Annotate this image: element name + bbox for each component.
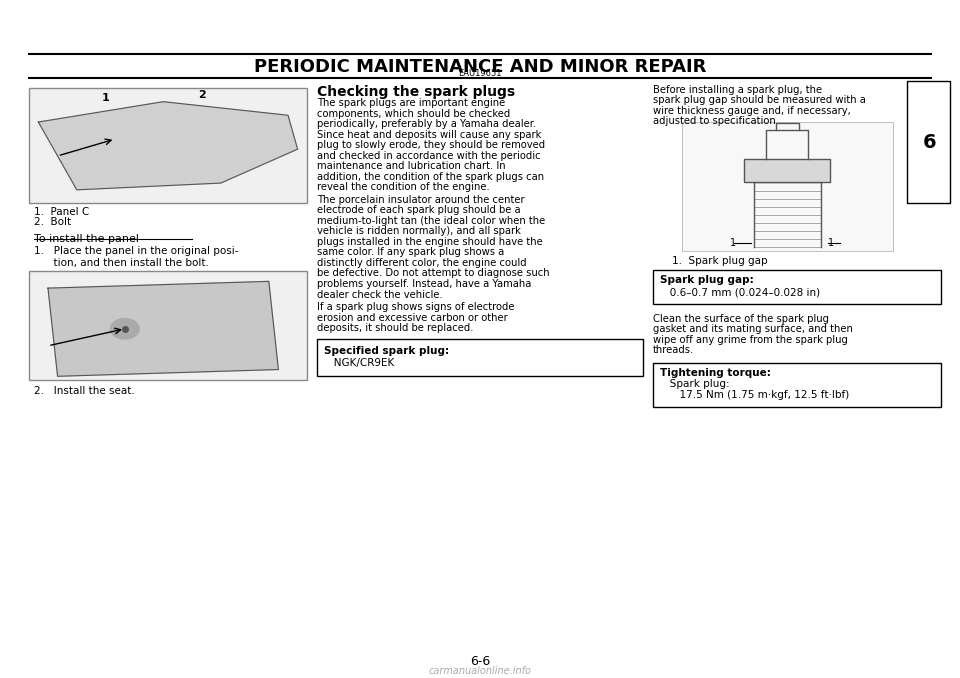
Text: wipe off any grime from the spark plug: wipe off any grime from the spark plug — [653, 335, 848, 345]
Bar — [29, 271, 307, 380]
Text: wire thickness gauge and, if necessary,: wire thickness gauge and, if necessary, — [653, 106, 851, 116]
Text: erosion and excessive carbon or other: erosion and excessive carbon or other — [317, 313, 508, 323]
Text: 2.  Bolt: 2. Bolt — [34, 217, 71, 227]
Text: vehicle is ridden normally), and all spark: vehicle is ridden normally), and all spa… — [317, 226, 520, 237]
Text: The porcelain insulator around the center: The porcelain insulator around the cente… — [317, 195, 524, 205]
Text: deposits, it should be replaced.: deposits, it should be replaced. — [317, 323, 473, 333]
Text: reveal the condition of the engine.: reveal the condition of the engine. — [317, 182, 490, 193]
Text: periodically, preferably by a Yamaha dealer.: periodically, preferably by a Yamaha dea… — [317, 119, 536, 129]
Text: To install the panel: To install the panel — [34, 234, 138, 244]
Text: 0.6–0.7 mm (0.024–0.028 in): 0.6–0.7 mm (0.024–0.028 in) — [660, 287, 821, 298]
Text: problems yourself. Instead, have a Yamaha: problems yourself. Instead, have a Yamah… — [317, 279, 531, 289]
Bar — [317, 339, 643, 376]
Text: 1.  Spark plug gap: 1. Spark plug gap — [672, 256, 768, 266]
Text: and checked in accordance with the periodic: and checked in accordance with the perio… — [317, 151, 540, 161]
Text: NGK/CR9EK: NGK/CR9EK — [324, 358, 395, 368]
Text: 6-6: 6-6 — [469, 654, 491, 668]
Text: spark plug gap should be measured with a: spark plug gap should be measured with a — [653, 96, 866, 105]
Bar — [29, 88, 307, 203]
Text: addition, the condition of the spark plugs can: addition, the condition of the spark plu… — [317, 172, 544, 182]
Bar — [907, 81, 950, 203]
Text: medium-to-light tan (the ideal color when the: medium-to-light tan (the ideal color whe… — [317, 216, 545, 226]
Text: 1.   Place the panel in the original posi-: 1. Place the panel in the original posi- — [34, 246, 238, 256]
Text: Before installing a spark plug, the: Before installing a spark plug, the — [653, 85, 822, 95]
Text: gasket and its mating surface, and then: gasket and its mating surface, and then — [653, 325, 852, 334]
Text: Specified spark plug:: Specified spark plug: — [324, 346, 449, 356]
Text: Tightening torque:: Tightening torque: — [660, 368, 771, 378]
Text: Spark plug:: Spark plug: — [660, 379, 731, 389]
Polygon shape — [48, 281, 278, 376]
Text: EAU19651: EAU19651 — [458, 69, 502, 78]
Text: distinctly different color, the engine could: distinctly different color, the engine c… — [317, 258, 526, 268]
Text: 2: 2 — [198, 90, 205, 100]
Text: 1.  Panel C: 1. Panel C — [34, 207, 89, 217]
Polygon shape — [38, 102, 298, 190]
Text: Checking the spark plugs: Checking the spark plugs — [317, 85, 515, 99]
Text: 1: 1 — [102, 94, 109, 103]
Text: If a spark plug shows signs of electrode: If a spark plug shows signs of electrode — [317, 302, 515, 312]
Text: plug to slowly erode, they should be removed: plug to slowly erode, they should be rem… — [317, 140, 545, 151]
Text: PERIODIC MAINTENANCE AND MINOR REPAIR: PERIODIC MAINTENANCE AND MINOR REPAIR — [253, 58, 707, 76]
Text: adjusted to specification.: adjusted to specification. — [653, 116, 779, 126]
Text: Clean the surface of the spark plug: Clean the surface of the spark plug — [653, 314, 828, 324]
Text: carmanualonline.info: carmanualonline.info — [428, 666, 532, 676]
Text: same color. If any spark plug shows a: same color. If any spark plug shows a — [317, 247, 504, 258]
Text: be defective. Do not attempt to diagnose such: be defective. Do not attempt to diagnose… — [317, 268, 549, 279]
Text: electrode of each spark plug should be a: electrode of each spark plug should be a — [317, 205, 520, 216]
Text: 17.5 Nm (1.75 m·kgf, 12.5 ft·lbf): 17.5 Nm (1.75 m·kgf, 12.5 ft·lbf) — [660, 390, 850, 400]
Text: 6: 6 — [923, 133, 936, 152]
Text: threads.: threads. — [653, 346, 694, 355]
Text: Spark plug gap:: Spark plug gap: — [660, 275, 755, 285]
Bar — [653, 363, 941, 407]
Bar — [744, 159, 830, 182]
Text: 1: 1 — [828, 239, 833, 248]
Bar — [682, 122, 893, 251]
Text: 2.   Install the seat.: 2. Install the seat. — [34, 386, 134, 397]
Text: plugs installed in the engine should have the: plugs installed in the engine should hav… — [317, 237, 542, 247]
Text: tion, and then install the bolt.: tion, and then install the bolt. — [34, 258, 208, 268]
Text: Since heat and deposits will cause any spark: Since heat and deposits will cause any s… — [317, 129, 541, 140]
Text: 1: 1 — [730, 239, 735, 248]
Text: maintenance and lubrication chart. In: maintenance and lubrication chart. In — [317, 161, 505, 172]
Circle shape — [110, 319, 139, 339]
Text: dealer check the vehicle.: dealer check the vehicle. — [317, 290, 443, 300]
Bar — [653, 270, 941, 304]
Text: The spark plugs are important engine: The spark plugs are important engine — [317, 98, 505, 108]
Text: components, which should be checked: components, which should be checked — [317, 108, 510, 119]
